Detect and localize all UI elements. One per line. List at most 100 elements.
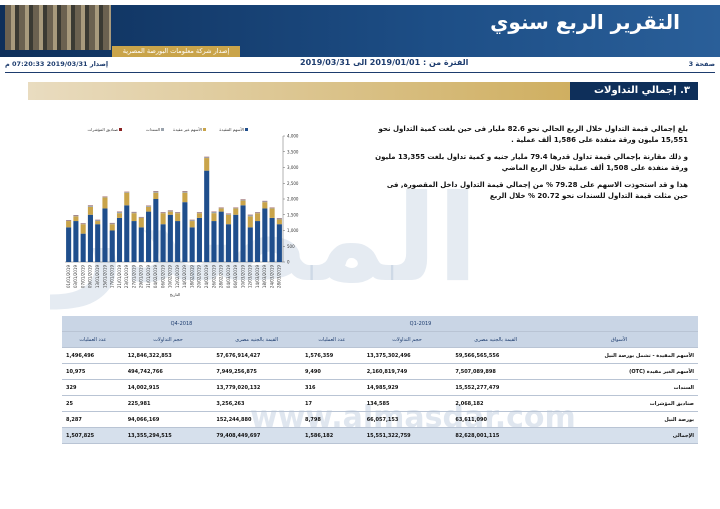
bar-segment (182, 192, 188, 203)
table-cell: 9,490 (301, 363, 363, 380)
bar-segment (269, 208, 275, 218)
table-cell: 59,566,565,556 (451, 347, 540, 364)
x-tick-label: 12/02/2019 (175, 265, 180, 289)
bar-segment (138, 217, 144, 228)
x-axis-title: التاريخ (170, 292, 180, 297)
table-cell: 12,846,322,853 (123, 347, 213, 364)
bar-segment (255, 221, 261, 262)
legend-label: الأسهم المقيدة (219, 127, 244, 132)
y-tick-label: 3,000 (287, 165, 299, 170)
report-subtitle: إصدار شركة معلومات البورصة المصرية (112, 46, 240, 57)
x-tick-label: 04/02/2019 (153, 265, 158, 289)
table-row: الأسهم الغير مقيدة (OTC) 7,507,089,898 2,1… (62, 363, 698, 380)
bar-segment (153, 192, 159, 199)
table: 2019-Q1 2018-Q4 الأسواق القيمة بالجنيه مص… (62, 316, 698, 444)
table-cell: 13,779,020,132 (212, 379, 302, 396)
bar-segment (225, 224, 232, 262)
x-tick-label: 24/03/2019 (269, 265, 274, 289)
y-tick-label: 3,500 (287, 149, 299, 154)
y-tick-label: 4,000 (287, 134, 299, 139)
bar-segment (225, 214, 232, 225)
legend-swatch (245, 128, 248, 131)
bar-segment (109, 230, 115, 262)
section-heading: ٣. إجمالي التداولات (569, 82, 698, 100)
bar-segment (269, 207, 275, 209)
issue-date: إصدار 2019/03/31 07:20:33 م (5, 60, 109, 68)
table-cell: 57,676,914,427 (212, 347, 302, 364)
table-cell: 17 (301, 395, 363, 412)
table-row: بورصة النيل 63,611,090 66,057,153 8,798 152,… (62, 411, 698, 428)
x-tick-label: 06/03/2019 (233, 265, 238, 289)
column-row: الأسواق القيمة بالجنيه مصرى حجم التداولات ع… (62, 331, 698, 348)
bar-segment (87, 214, 93, 262)
bar-segment (262, 202, 268, 209)
bar-segment (240, 200, 246, 206)
table-cell: الإجمالى (540, 427, 698, 444)
x-tick-label: 31/01/2019 (146, 265, 151, 289)
bar-segment (175, 213, 181, 222)
x-tick-label: 06/02/2019 (160, 265, 165, 289)
y-tick-label: 500 (287, 244, 295, 249)
bar-segment (189, 227, 195, 262)
bar-segment (182, 191, 188, 193)
bar-segment (196, 213, 202, 218)
column-header: حجم التداولات (362, 331, 452, 348)
table-cell: 152,244,880 (212, 411, 302, 428)
bar-segment (73, 215, 79, 217)
bar-segment (124, 205, 130, 262)
bar-segment (269, 217, 275, 262)
table-cell: 8,287 (62, 411, 124, 428)
x-tick-label: 09/01/2019 (88, 265, 93, 289)
bar-segment (167, 211, 173, 215)
bar-segment (80, 233, 86, 262)
table-cell: 8,798 (301, 411, 363, 428)
x-tick-label: 26/02/2019 (211, 265, 216, 289)
x-tick-label: 07/01/2019 (80, 265, 85, 289)
bar-segment (204, 157, 210, 159)
table-cell: 82,628,001,115 (451, 427, 540, 444)
x-tick-label: 18/02/2019 (189, 265, 194, 289)
group-header: 2018-Q4 (62, 316, 302, 332)
bar-segment (175, 221, 181, 262)
section-number: ٣. (680, 85, 690, 96)
table-cell: 329 (62, 379, 124, 396)
bar-segment (102, 197, 108, 209)
bar-segment (204, 158, 210, 171)
x-tick-label: 14/03/2019 (255, 265, 260, 289)
bar-segment (196, 212, 202, 214)
table-cell: 10,975 (62, 363, 124, 380)
table-cell: 494,742,766 (123, 363, 213, 380)
bar-segment (109, 223, 115, 225)
column-header: حجم التداولات (123, 331, 213, 348)
bar-segment (225, 213, 232, 215)
x-tick-label: 27/01/2019 (131, 265, 136, 289)
bar-segment (146, 211, 152, 262)
table-cell: 1,586,182 (301, 427, 363, 444)
paragraph: بلغ إجمالي قيمة التداول خلال الربع الحال… (378, 125, 688, 144)
bar-segment (116, 213, 123, 218)
bar-segment (131, 212, 137, 214)
report-title: التقرير الربع سنوي (490, 10, 680, 34)
bar-segment (87, 205, 93, 207)
table-row: الأسهم المقيدة - تشمل بورصة النيل 59,566,… (62, 347, 698, 364)
bar-segment (80, 223, 86, 225)
bar-segment (211, 213, 217, 222)
bar-segment (102, 208, 108, 262)
bar-segment (240, 205, 246, 262)
y-tick-label: 1,500 (287, 212, 299, 217)
table-cell: 1,496,496 (62, 347, 124, 364)
x-tick-label: 18/03/2019 (262, 265, 267, 289)
bar-segment (218, 207, 224, 209)
table-cell: 94,066,169 (123, 411, 213, 428)
x-tick-label: 23/01/2019 (124, 265, 129, 289)
table-cell: الأسهم المقيدة - تشمل بورصة النيل (540, 347, 698, 364)
y-tick-label: 1,000 (287, 228, 299, 233)
column-header: عدد العمليات (301, 331, 363, 348)
bar-segment (160, 224, 166, 262)
x-tick-label: 28/03/2019 (277, 265, 282, 289)
bar-segment (182, 202, 188, 262)
bar-segment (276, 224, 282, 262)
table-cell: 3,256,263 (212, 395, 302, 412)
bar-segment (240, 199, 246, 201)
